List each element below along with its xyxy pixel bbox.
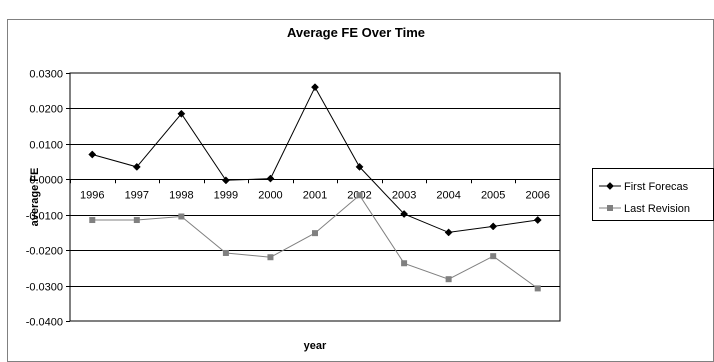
legend-label: First Forecas bbox=[624, 181, 689, 193]
legend-label: Last Revision bbox=[624, 203, 690, 215]
data-point bbox=[356, 192, 363, 199]
y-tick-label: -0.0300 bbox=[26, 282, 63, 294]
x-tick-label: 1999 bbox=[214, 189, 238, 201]
data-point bbox=[267, 254, 274, 261]
data-point bbox=[178, 213, 185, 220]
data-point bbox=[312, 230, 318, 237]
data-point bbox=[177, 109, 186, 118]
y-axis-ticks: 0.0300 0.0200 0.0100 0.0000 -0.0100 -0.0200 -0… bbox=[26, 69, 70, 329]
y-tick-label: 0.0200 bbox=[29, 104, 63, 116]
y-tick-label: 0.0300 bbox=[29, 69, 63, 81]
data-point bbox=[533, 216, 542, 224]
x-axis-label: year bbox=[304, 340, 327, 352]
x-tick-label: 1996 bbox=[80, 189, 104, 201]
data-point bbox=[222, 249, 229, 256]
data-point bbox=[489, 222, 498, 231]
legend-box bbox=[592, 168, 714, 221]
x-tick-label: 2005 bbox=[481, 189, 505, 201]
y-tick-label: -0.0400 bbox=[26, 317, 63, 329]
y-tick-label: -0.0100 bbox=[26, 211, 63, 223]
data-point bbox=[534, 285, 541, 292]
x-tick-label: 2003 bbox=[392, 189, 416, 201]
data-point bbox=[88, 150, 97, 159]
series-layer bbox=[88, 83, 542, 292]
plot-area-border bbox=[69, 72, 561, 322]
legend-marker bbox=[607, 205, 613, 211]
y-tick-label: 0.0000 bbox=[29, 175, 63, 187]
data-point bbox=[400, 210, 409, 218]
x-tick-label: 1997 bbox=[125, 189, 149, 201]
data-point bbox=[266, 174, 275, 183]
data-point bbox=[311, 83, 319, 92]
y-tick-label: 0.0100 bbox=[29, 140, 63, 152]
gridlines bbox=[70, 108, 560, 287]
x-tick-label: 2006 bbox=[525, 189, 549, 201]
data-point bbox=[133, 217, 140, 224]
data-point bbox=[132, 162, 141, 171]
x-axis-ticks: 1996199719981999200020012002200320042005… bbox=[70, 179, 550, 201]
data-point bbox=[401, 260, 408, 267]
data-point bbox=[490, 253, 497, 260]
y-axis-label: average FE bbox=[29, 168, 41, 227]
data-point bbox=[355, 162, 364, 171]
x-tick-label: 2001 bbox=[303, 189, 327, 201]
legend: First Forecas Last Revision bbox=[592, 168, 714, 221]
legend-marker bbox=[606, 182, 614, 190]
data-point bbox=[444, 228, 453, 237]
data-point bbox=[445, 276, 452, 283]
plot-area: 0.0300 0.0200 0.0100 0.0000 -0.0100 -0.0200 -0… bbox=[26, 69, 561, 329]
data-point bbox=[89, 217, 96, 224]
y-tick-label: -0.0200 bbox=[26, 246, 63, 258]
x-tick-label: 2004 bbox=[436, 189, 460, 201]
chart-title: Average FE Over Time bbox=[287, 25, 425, 40]
x-tick-label: 1998 bbox=[169, 189, 193, 201]
data-point bbox=[221, 176, 230, 185]
x-tick-label: 2000 bbox=[258, 189, 282, 201]
